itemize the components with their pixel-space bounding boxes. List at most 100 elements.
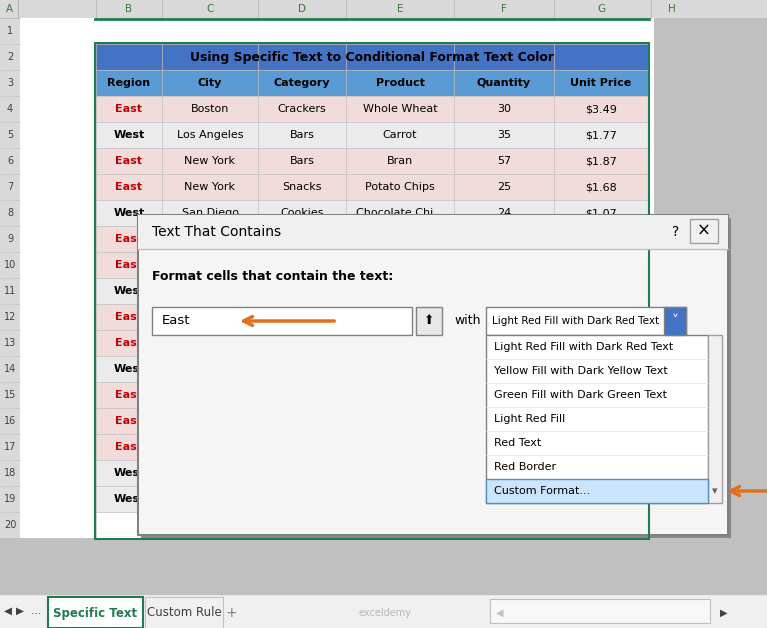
Text: 17: 17 — [4, 442, 16, 452]
Bar — [486, 479, 708, 503]
Text: 15: 15 — [4, 390, 16, 400]
Text: San Diego: San Diego — [182, 364, 239, 374]
Text: $1.68: $1.68 — [585, 182, 617, 192]
Text: Format cells that contain the text:: Format cells that contain the text: — [152, 271, 393, 283]
Text: ?: ? — [673, 225, 680, 239]
Text: East: East — [116, 442, 143, 452]
Bar — [0, 0, 767, 18]
Bar — [0, 18, 20, 538]
Text: Bars: Bars — [290, 156, 314, 166]
Bar — [96, 408, 648, 434]
Text: $1.87: $1.87 — [585, 468, 617, 478]
Text: 9: 9 — [7, 234, 13, 244]
Bar — [96, 330, 648, 356]
Bar — [141, 218, 731, 538]
Text: Custom Rule: Custom Rule — [146, 607, 222, 619]
Text: 4: 4 — [7, 104, 13, 114]
Bar — [258, 70, 346, 96]
Bar — [162, 70, 258, 96]
Text: Los Angeles: Los Angeles — [176, 494, 243, 504]
Text: 7: 7 — [7, 182, 13, 192]
Text: Bars: Bars — [290, 130, 314, 140]
Text: $2.84: $2.84 — [585, 494, 617, 504]
Text: Oatmeal Raisin: Oatmeal Raisin — [357, 494, 443, 504]
Text: East: East — [116, 156, 143, 166]
Text: Chocolate Chi...: Chocolate Chi... — [356, 208, 444, 218]
Text: Text That Contains: Text That Contains — [152, 225, 281, 239]
Text: exceldemy: exceldemy — [358, 608, 412, 618]
Text: Chocolate Chip: Chocolate Chip — [358, 416, 442, 426]
Text: ▾: ▾ — [713, 486, 718, 496]
Text: Los Angeles: Los Angeles — [176, 468, 243, 478]
Bar — [486, 335, 708, 503]
Text: 57: 57 — [497, 156, 511, 166]
Bar — [139, 250, 727, 534]
Text: Light Red Fill with Dark Red Text: Light Red Fill with Dark Red Text — [494, 342, 673, 352]
Text: $3.49: $3.49 — [585, 104, 617, 114]
Bar — [96, 382, 648, 408]
Text: Specific Text: Specific Text — [54, 607, 137, 619]
Text: East: East — [116, 182, 143, 192]
Bar — [96, 200, 648, 226]
Bar — [346, 70, 454, 96]
Text: Light Red Fill: Light Red Fill — [494, 414, 565, 424]
Bar — [96, 122, 648, 148]
Text: F: F — [501, 4, 507, 14]
Text: East: East — [116, 312, 143, 322]
Text: 18: 18 — [4, 468, 16, 478]
Text: Green Fill with Dark Green Text: Green Fill with Dark Green Text — [494, 390, 667, 400]
Text: East: East — [116, 234, 143, 244]
Text: East: East — [162, 315, 190, 327]
Bar — [486, 307, 686, 335]
Text: Boston: Boston — [191, 104, 229, 114]
Text: Using Specific Text to Conditional Format Text Color: Using Specific Text to Conditional Forma… — [190, 50, 554, 63]
Bar — [416, 307, 442, 335]
Bar — [490, 599, 710, 623]
Text: Whole Wheat: Whole Wheat — [363, 104, 437, 114]
Text: City: City — [198, 78, 222, 88]
Text: Custom Format...: Custom Format... — [494, 486, 591, 496]
Text: 6: 6 — [7, 156, 13, 166]
Bar — [96, 434, 648, 460]
Bar — [554, 70, 648, 96]
Bar — [664, 307, 686, 335]
Text: New York: New York — [185, 156, 235, 166]
Text: West: West — [114, 364, 145, 374]
Text: ×: × — [697, 222, 711, 240]
Text: ⬆: ⬆ — [423, 315, 434, 327]
Bar — [0, 594, 767, 628]
Text: 12: 12 — [4, 312, 16, 322]
Text: Potato Chips: Potato Chips — [365, 182, 435, 192]
Text: 19: 19 — [4, 494, 16, 504]
Text: Whole Wheat: Whole Wheat — [363, 442, 437, 452]
Text: Crackers: Crackers — [278, 104, 327, 114]
Text: Carrot: Carrot — [383, 364, 417, 374]
Bar — [18, 0, 654, 538]
Text: Boston: Boston — [191, 442, 229, 452]
Text: E: E — [397, 4, 403, 14]
Text: D: D — [298, 4, 306, 14]
Text: A: A — [5, 4, 12, 14]
Text: …: … — [31, 606, 41, 616]
Text: New York: New York — [185, 182, 235, 192]
Text: West: West — [114, 286, 145, 296]
Text: 10: 10 — [4, 260, 16, 270]
Text: West: West — [114, 468, 145, 478]
Text: ▶: ▶ — [16, 606, 24, 616]
Text: G: G — [597, 4, 605, 14]
Text: 35: 35 — [497, 130, 511, 140]
Text: Boston: Boston — [191, 416, 229, 426]
Text: with: with — [454, 315, 480, 327]
Bar — [96, 44, 648, 70]
Text: 42: 42 — [497, 468, 511, 478]
Text: Crackers: Crackers — [278, 442, 327, 452]
Text: 2: 2 — [7, 52, 13, 62]
Text: $1.07: $1.07 — [585, 208, 617, 218]
Text: ◀: ◀ — [4, 606, 12, 616]
Text: Product: Product — [376, 78, 424, 88]
Text: Bran: Bran — [387, 156, 413, 166]
Text: 13: 13 — [4, 338, 16, 348]
Bar — [96, 96, 648, 122]
Text: Category: Category — [274, 78, 331, 88]
Bar — [96, 148, 648, 174]
